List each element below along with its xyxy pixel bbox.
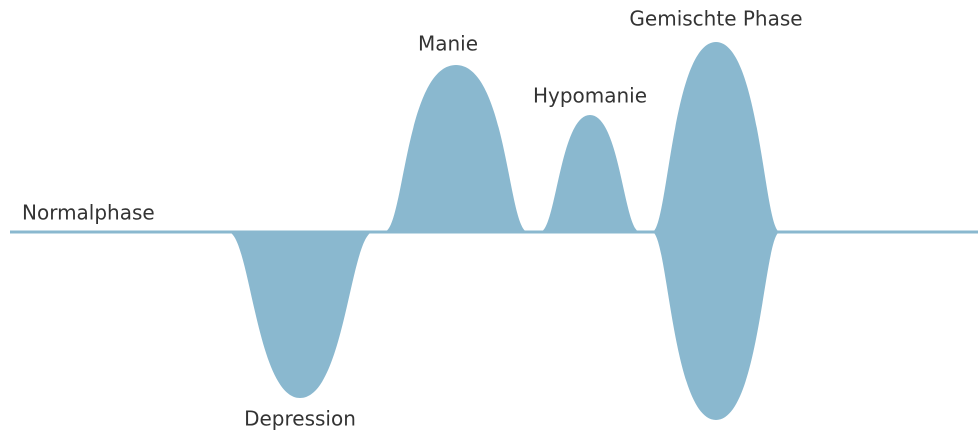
phase-label: Hypomanie (533, 84, 647, 108)
phase-label: Gemischte Phase (629, 7, 802, 31)
manie-wave (384, 65, 528, 232)
gemischte-wave-up (652, 42, 780, 232)
gemischte-wave-down (652, 232, 780, 420)
waves (228, 42, 780, 420)
phase-label: Manie (418, 32, 478, 56)
depression-wave (228, 232, 372, 398)
baseline-label: Normalphase (22, 201, 155, 225)
phase-label: Depression (244, 407, 356, 431)
hypomanie-wave (540, 115, 640, 232)
